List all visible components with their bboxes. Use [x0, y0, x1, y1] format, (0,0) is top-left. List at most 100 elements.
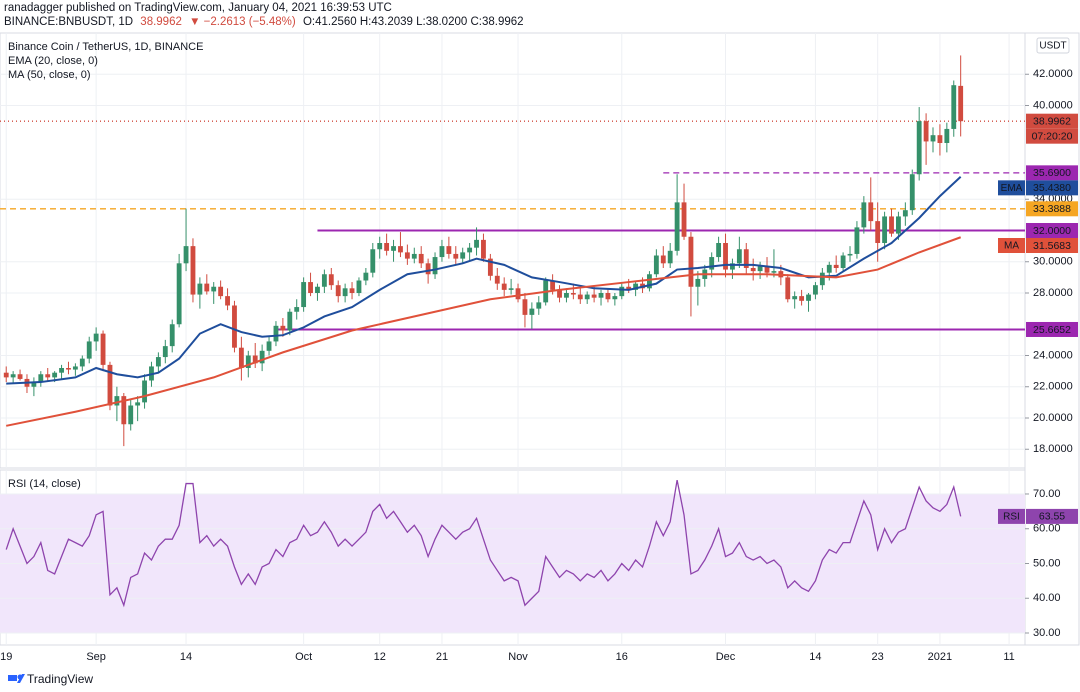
- candle-body: [197, 283, 203, 295]
- candle-body: [667, 250, 673, 264]
- price-label-box: [1026, 321, 1078, 337]
- candle-body: [398, 246, 403, 253]
- candle-body: [847, 253, 853, 256]
- candle-body: [626, 286, 632, 290]
- candle-body: [564, 293, 569, 298]
- candle-body: [425, 263, 431, 275]
- candle-body: [377, 243, 383, 250]
- footer-brand: TradingView: [27, 672, 93, 686]
- candle-body: [418, 253, 424, 264]
- candle-body: [819, 272, 825, 286]
- y-tick-label: 18.0000: [1033, 443, 1073, 455]
- price-label: 63.55: [1039, 511, 1065, 523]
- publisher-line: ranadagger published on TradingView.com,…: [4, 2, 392, 14]
- candle-body: [287, 311, 293, 331]
- candle-body: [944, 128, 950, 143]
- candle-body: [404, 252, 410, 259]
- candle-body: [647, 274, 652, 289]
- candle-body: [695, 278, 701, 287]
- candle-body: [3, 372, 9, 378]
- candle-body: [474, 239, 479, 248]
- candle-body: [17, 374, 23, 379]
- candle-body: [411, 253, 417, 259]
- candle-body: [674, 202, 680, 251]
- price-label-box: [1026, 165, 1078, 181]
- y-tick-label: 30.00: [1033, 627, 1061, 639]
- x-tick-label: 12: [374, 651, 386, 663]
- candle-body: [868, 202, 874, 222]
- y-tick-label: 40.0000: [1033, 99, 1073, 111]
- candle-body: [806, 294, 811, 301]
- candle-body: [508, 288, 514, 290]
- candle-body: [771, 271, 777, 273]
- x-tick-label: 23: [872, 651, 884, 663]
- indicator-line: [6, 236, 962, 427]
- candle-body: [183, 246, 189, 264]
- candle-body: [169, 324, 175, 347]
- candle-body: [536, 302, 542, 309]
- candle-body: [460, 252, 466, 259]
- y-tick-label: 20.0000: [1033, 412, 1073, 424]
- y-tick-label: 30.0000: [1033, 256, 1073, 268]
- candle-body: [59, 368, 64, 373]
- rsi-line: [5, 479, 962, 608]
- y-tick-label: 22.0000: [1033, 381, 1073, 393]
- candle-body: [252, 355, 258, 364]
- pane-title: RSI (14, close): [8, 478, 81, 490]
- candle-body: [93, 333, 99, 342]
- candle-body: [764, 266, 770, 273]
- symbol: BINANCE:BNBUSDT, 1D: [4, 16, 133, 28]
- candle-body: [522, 299, 528, 315]
- tradingview-logo: [8, 674, 25, 683]
- price-change: ▼ −2.2613 (−5.48%): [189, 16, 296, 28]
- y-tick-label: 24.0000: [1033, 349, 1073, 361]
- candle-body: [570, 293, 576, 295]
- candle-body: [716, 243, 722, 258]
- price-label-box: [1026, 223, 1078, 238]
- candle-body: [681, 202, 687, 237]
- candle-body: [826, 264, 832, 273]
- candle-body: [792, 296, 798, 300]
- y-tick-label: 40.00: [1033, 592, 1061, 604]
- candle-body: [840, 255, 846, 268]
- candle-body: [245, 355, 251, 368]
- candle-body: [875, 221, 881, 243]
- candle-body: [162, 346, 168, 358]
- price-label-box: [1026, 180, 1078, 196]
- candle-body: [155, 357, 161, 367]
- candle-body: [861, 202, 867, 228]
- candle-body: [688, 236, 694, 287]
- candle-body: [550, 280, 556, 290]
- candle-body: [923, 121, 929, 142]
- currency-box: [1036, 37, 1070, 54]
- candle-body: [190, 246, 196, 295]
- logo-slash: [17, 674, 25, 683]
- candle-body: [750, 268, 756, 272]
- x-tick-label: Sep: [86, 651, 106, 663]
- candle-body: [515, 288, 521, 300]
- candle-body: [211, 286, 217, 292]
- x-tick-label: Dec: [716, 651, 736, 663]
- x-tick-label: 11: [1003, 651, 1014, 663]
- candle-body: [10, 374, 16, 378]
- price-label: 25.6652: [1033, 324, 1071, 336]
- y-tick-label: 42.0000: [1033, 68, 1073, 80]
- price-label: 31.5683: [1033, 240, 1071, 252]
- currency-label: USDT: [1039, 41, 1066, 52]
- x-tick-label: 19: [0, 651, 12, 663]
- candle-body: [301, 282, 307, 308]
- candle-body: [128, 405, 134, 425]
- candle-body: [916, 121, 922, 175]
- candle-body: [384, 243, 390, 251]
- indicator-tag: MA: [1004, 241, 1019, 252]
- candle-body: [487, 258, 493, 276]
- candle-body: [557, 289, 562, 298]
- candle-body: [86, 341, 92, 359]
- candle-body: [121, 396, 127, 425]
- x-tick-label: Oct: [295, 651, 312, 663]
- x-tick-label: Nov: [508, 651, 528, 663]
- x-tick-label: 14: [180, 651, 192, 663]
- candle-body: [446, 246, 452, 254]
